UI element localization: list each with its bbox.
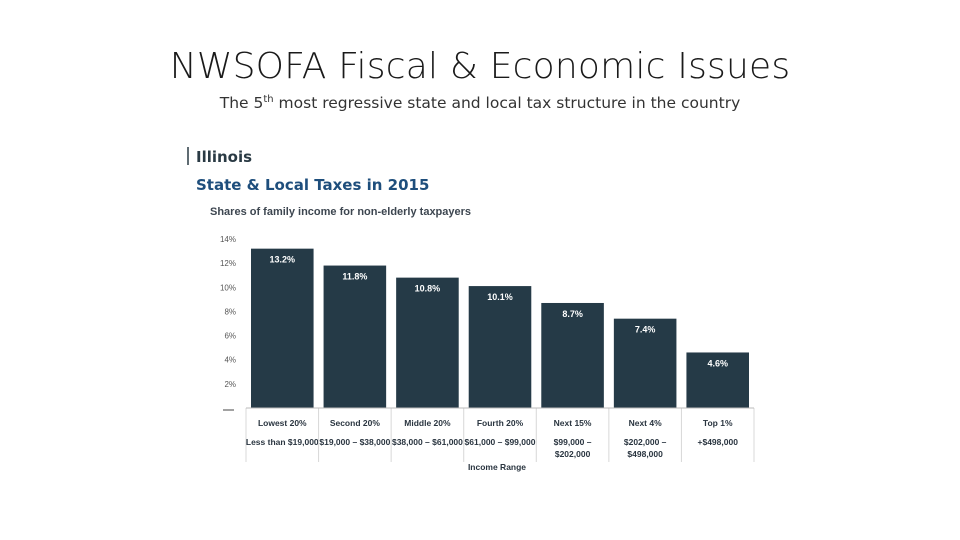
chart-title: State & Local Taxes in 2015 [196,176,429,194]
bar-value-label: 13.2% [270,255,296,265]
subtitle-post: most regressive state and local tax stru… [273,94,741,113]
bar [541,302,604,408]
y-tick-label: 14% [220,235,236,244]
bar [686,352,749,408]
y-tick-label: 12% [220,259,236,268]
category-label: Top 1% [703,418,733,428]
subtitle-sup: th [263,94,274,105]
y-tick-label: 8% [224,307,236,316]
category-label: Next 4% [629,418,663,428]
x-axis: Lowest 20% Less than $19,000 Second 20% $19… [245,407,755,462]
bar [251,248,314,408]
chart-subtitle: Shares of family income for non-elderly … [210,206,471,218]
bar [396,277,459,408]
state-label: Illinois [196,148,252,166]
bar-value-label: 4.6% [707,358,728,368]
y-axis: 2% 4% 6% 8% 10% 12% 14% [220,235,236,411]
income-range-label: $61,000 – $99,000 [465,437,536,447]
bar-value-label: 10.1% [487,292,513,302]
category-label: Next 15% [554,418,592,428]
income-range-label: Less than $19,000 [246,437,319,447]
bar-value-label: 11.8% [342,272,367,282]
bar-value-label: 8.7% [562,309,583,319]
bar [613,318,677,408]
y-tick-label: 4% [224,356,236,365]
category-label: Lowest 20% [258,418,307,428]
subtitle-pre: The 5 [219,94,264,113]
y-tick-label: 6% [224,332,236,341]
slide-subtitle: The 5th most regressive state and local … [0,94,960,112]
bar [468,286,532,408]
y-tick-label: 2% [224,380,236,389]
y-tick-label: 10% [220,283,236,292]
slide-title: NWSOFA Fiscal & Economic Issues [169,46,791,87]
category-label: Middle 20% [404,418,451,428]
category-label: Second 20% [330,418,381,428]
bar-value-label: 10.8% [415,284,441,294]
bar-value-label: 7.4% [635,325,656,335]
income-range-label: $99,000 – [554,437,592,447]
bars: 13.2% 11.8% 10.8% 10.1% 8.7% 7.4% 4.6% [251,248,749,408]
income-range-label: +$498,000 [698,437,739,447]
x-axis-title: Income Range [468,462,526,472]
bar [323,265,387,408]
income-range-label: $38,000 – $61,000 [392,437,463,447]
income-range-label: $202,000 – [624,437,667,447]
income-range-label: $202,000 [555,449,591,459]
income-range-label: $498,000 [627,449,663,459]
income-range-label: $19,000 – $38,000 [319,437,390,447]
category-label: Fourth 20% [477,418,524,428]
